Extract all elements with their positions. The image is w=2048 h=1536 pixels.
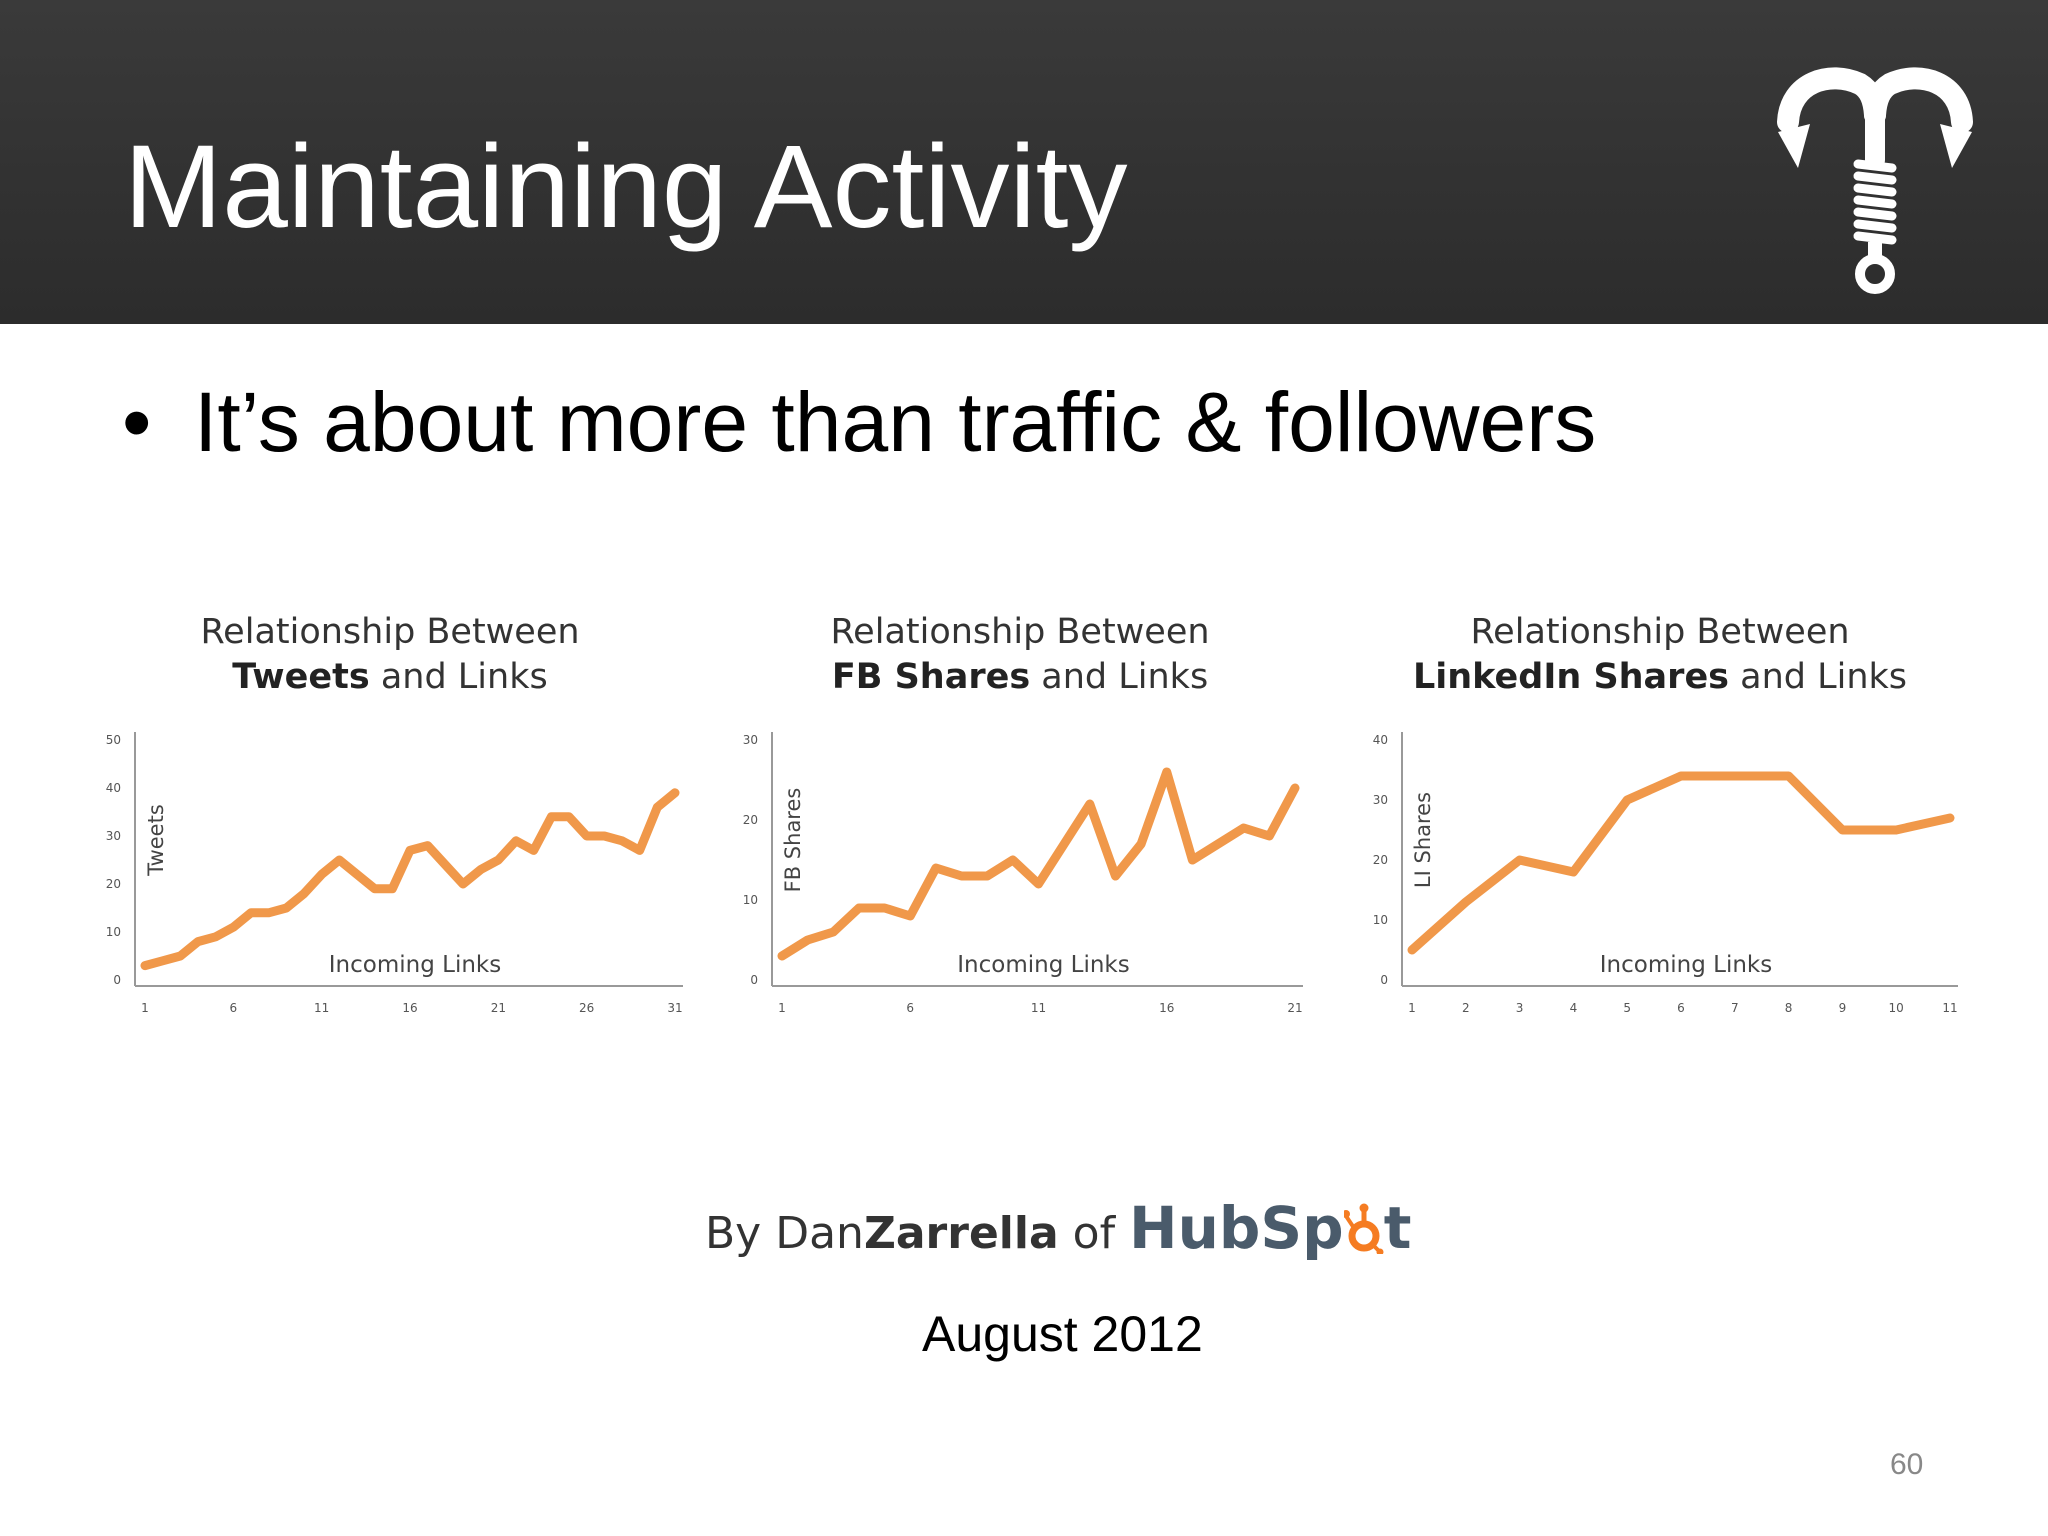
credit-of: of <box>1058 1208 1130 1259</box>
x-tick-label: 10 <box>1889 1001 1904 1015</box>
x-axis-label: Incoming Links <box>329 952 501 978</box>
x-axis-label: Incoming Links <box>957 952 1129 978</box>
chart-title-bold: Tweets <box>232 656 370 697</box>
x-tick-label: 6 <box>230 1001 238 1015</box>
x-tick-label: 8 <box>1785 1001 1793 1015</box>
publication-date: August 2012 <box>922 1306 1203 1362</box>
x-axis-label: Incoming Links <box>1600 952 1772 978</box>
x-tick-label: 4 <box>1570 1001 1578 1015</box>
chart-title: Relationship Between Tweets and Links <box>110 610 670 700</box>
y-tick-label: 20 <box>106 877 121 891</box>
y-axis-label: Tweets <box>144 804 168 877</box>
y-tick-label: 30 <box>743 733 758 747</box>
chart-title-rest: and Links <box>1729 656 1908 697</box>
x-tick-label: 1 <box>141 1001 149 1015</box>
y-tick-label: 30 <box>1373 793 1388 807</box>
anchor-hook-logo-icon <box>1777 67 1973 294</box>
y-tick-label: 10 <box>1373 913 1388 927</box>
x-tick-label: 26 <box>579 1001 594 1015</box>
x-tick-label: 2 <box>1462 1001 1470 1015</box>
chart-title-rest: and Links <box>369 656 548 697</box>
y-tick-label: 0 <box>750 973 758 987</box>
chart-plot: 0 10 20 30 40 1 2 3 4 5 6 7 8 9 10 11 Incoming Links LI S… <box>1373 732 1958 1015</box>
y-tick-label: 0 <box>1380 973 1388 987</box>
y-tick-label: 10 <box>743 893 758 907</box>
hubspot-logo: HubSp t <box>1129 1194 1411 1262</box>
bullet-dot-icon: • <box>122 375 152 469</box>
y-tick-label: 50 <box>106 733 121 747</box>
credit-prefix: By Dan <box>705 1208 864 1259</box>
chart-title-line1: Relationship Between <box>1470 612 1850 652</box>
y-tick-label: 20 <box>743 813 758 827</box>
y-tick-label: 20 <box>1373 853 1388 867</box>
x-tick-label: 1 <box>778 1001 786 1015</box>
x-tick-label: 5 <box>1623 1001 1631 1015</box>
credit-line: By DanZarrella of HubSp t <box>705 1194 1411 1284</box>
x-tick-label: 21 <box>1287 1001 1302 1015</box>
y-tick-label: 0 <box>113 973 121 987</box>
hubspot-sprocket-icon <box>1341 1203 1384 1256</box>
chart-fb-shares-links: Relationship Between FB Shares and Links… <box>740 610 1303 1080</box>
slide-title: Maintaining Activity <box>124 121 1128 253</box>
chart-title: Relationship Between FB Shares and Links <box>740 610 1300 700</box>
x-tick-label: 9 <box>1839 1001 1847 1015</box>
chart-title: Relationship Between LinkedIn Shares and… <box>1380 610 1940 700</box>
x-tick-label: 1 <box>1408 1001 1416 1015</box>
x-tick-label: 16 <box>1159 1001 1174 1015</box>
chart-title-line1: Relationship Between <box>830 612 1210 652</box>
y-tick-label: 30 <box>106 829 121 843</box>
chart-title-rest: and Links <box>1030 656 1209 697</box>
y-tick-label: 40 <box>1373 733 1388 747</box>
x-tick-label: 7 <box>1731 1001 1739 1015</box>
y-tick-label: 40 <box>106 781 121 795</box>
x-tick-label: 11 <box>314 1001 329 1015</box>
x-tick-label: 16 <box>402 1001 417 1015</box>
series-line <box>140 788 680 971</box>
series-line <box>777 767 1300 961</box>
x-tick-label: 11 <box>1942 1001 1957 1015</box>
slide-header: Maintaining Activity <box>0 0 2048 324</box>
bullet-point: • It’s about more than traffic & follower… <box>122 380 1596 464</box>
hubspot-logo-text-b: t <box>1383 1194 1412 1262</box>
x-tick-label: 6 <box>906 1001 914 1015</box>
y-axis-label: FB Shares <box>781 788 805 893</box>
bullet-text: It’s about more than traffic & followers <box>194 375 1597 469</box>
x-tick-label: 31 <box>667 1001 682 1015</box>
x-tick-label: 3 <box>1516 1001 1524 1015</box>
chart-linkedin-shares-links: Relationship Between LinkedIn Shares and… <box>1373 610 1958 1080</box>
y-tick-label: 10 <box>106 925 121 939</box>
x-tick-label: 6 <box>1677 1001 1685 1015</box>
chart-title-bold: LinkedIn Shares <box>1412 656 1730 697</box>
page-number: 60 <box>1890 1448 1924 1481</box>
chart-title-bold: FB Shares <box>831 656 1031 697</box>
y-axis-label: LI Shares <box>1411 792 1435 888</box>
x-tick-label: 21 <box>491 1001 506 1015</box>
credit-name: Zarrella <box>863 1208 1059 1259</box>
chart-title-line1: Relationship Between <box>200 612 580 652</box>
x-tick-label: 11 <box>1031 1001 1046 1015</box>
series-line <box>1407 771 1955 955</box>
chart-tweets-links: Relationship Between Tweets and Links 0 1… <box>106 610 683 1080</box>
hubspot-logo-text-a: HubSp <box>1129 1194 1344 1262</box>
